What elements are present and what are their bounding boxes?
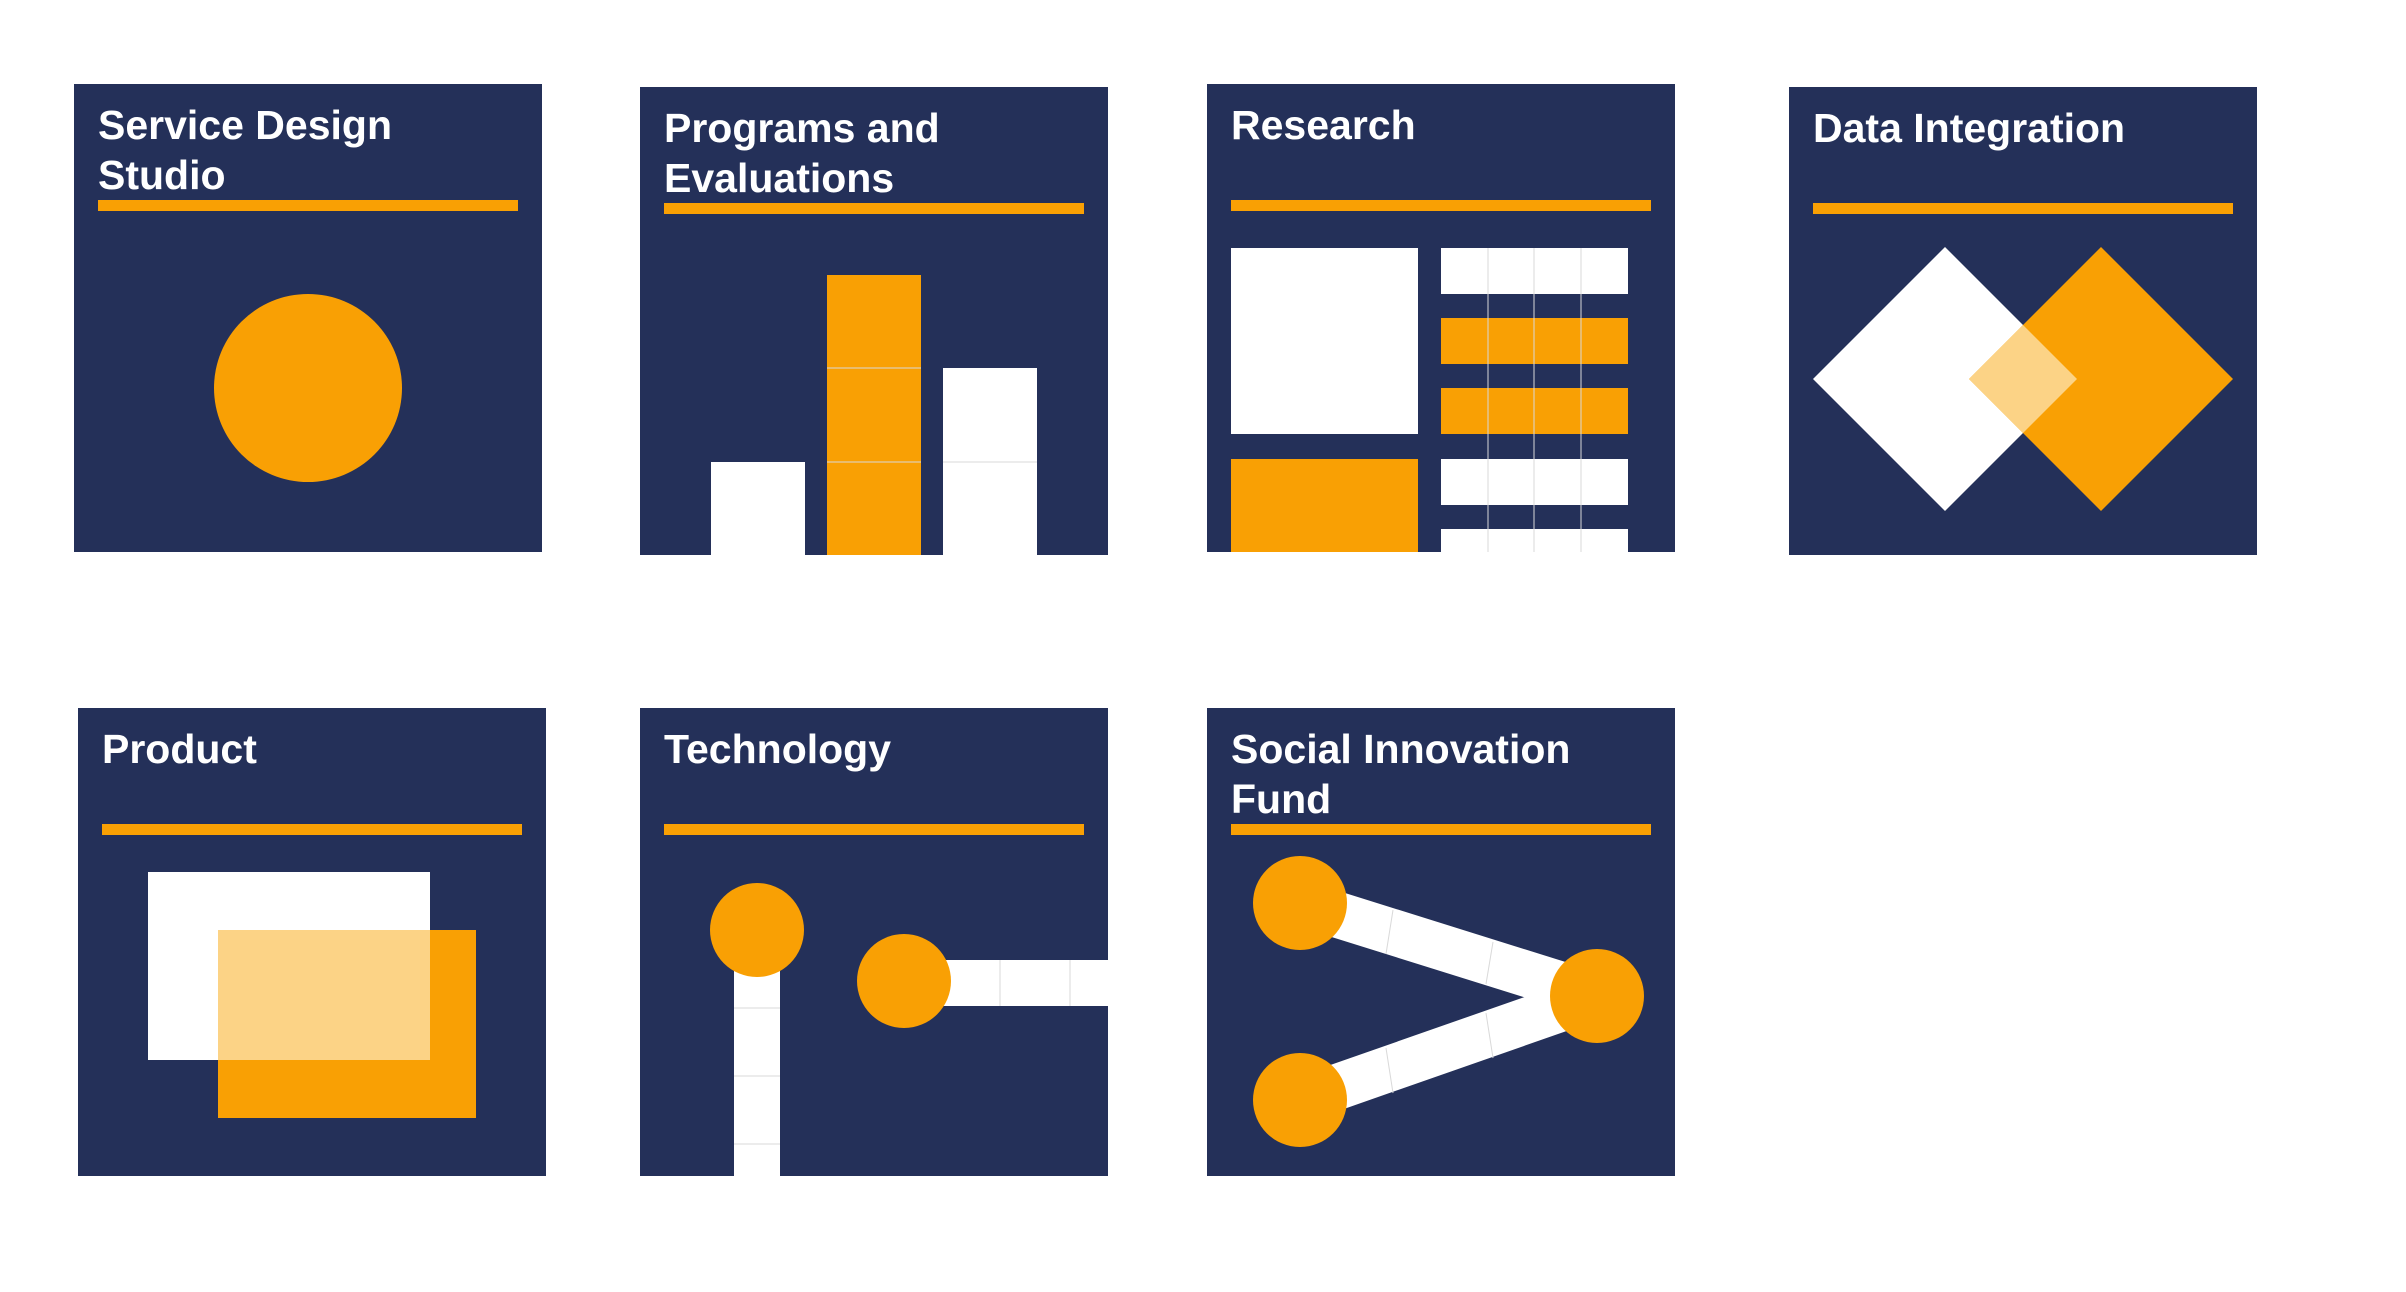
overlapping-diamonds-icon <box>1813 247 2233 511</box>
tile-social-innovation-fund[interactable]: Social Innovation Fund <box>1207 708 1675 1176</box>
grid-layout-icon <box>1231 248 1628 552</box>
tile-title: Research <box>1231 102 1416 148</box>
bar-chart-icon <box>711 275 1037 555</box>
tile-title: Product <box>102 726 257 772</box>
title-underline <box>664 203 1084 214</box>
tile-technology[interactable]: Technology <box>640 708 1108 1176</box>
network-nodes-icon <box>1253 856 1644 1147</box>
title-underline <box>1231 200 1651 211</box>
title-underline <box>102 824 522 835</box>
tile-title: Service Design Studio <box>98 102 392 198</box>
title-underline <box>1231 824 1651 835</box>
tile-data-integration[interactable]: Data Integration <box>1789 87 2257 555</box>
title-underline <box>664 824 1084 835</box>
tile-title: Programs and Evaluations <box>664 105 940 201</box>
connector-nodes-icon <box>710 883 1108 1176</box>
tile-title: Data Integration <box>1813 105 2126 151</box>
tile-title: Social Innovation Fund <box>1231 726 1571 822</box>
title-underline <box>98 200 518 211</box>
overlapping-rectangles-icon <box>148 872 476 1118</box>
tile-programs-and-evaluations[interactable]: Programs and Evaluations <box>640 87 1108 555</box>
tile-research[interactable]: Research <box>1207 84 1675 552</box>
circle-icon <box>214 294 402 482</box>
tile-title: Technology <box>664 726 892 772</box>
title-underline <box>1813 203 2233 214</box>
tile-product[interactable]: Product <box>78 708 546 1176</box>
tile-service-design-studio[interactable]: Service Design Studio <box>74 84 542 552</box>
